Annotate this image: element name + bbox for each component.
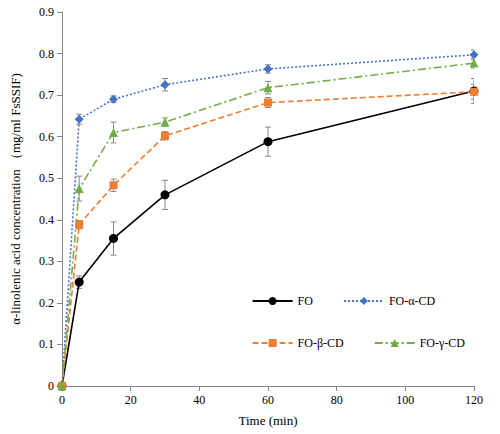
svg-text:120: 120 <box>465 393 483 407</box>
svg-text:0.4: 0.4 <box>39 213 54 227</box>
svg-text:FO-β-CD: FO-β-CD <box>298 336 344 350</box>
svg-text:Time (min): Time (min) <box>238 413 297 428</box>
svg-text:0.1: 0.1 <box>39 337 54 351</box>
svg-text:0.3: 0.3 <box>39 254 54 268</box>
svg-text:FO-γ-CD: FO-γ-CD <box>420 336 466 350</box>
svg-text:60: 60 <box>262 393 274 407</box>
svg-text:40: 40 <box>193 393 205 407</box>
svg-text:α-linolenic acid concentration: α-linolenic acid concentration （mg/ml Fs… <box>8 73 23 325</box>
svg-text:FO: FO <box>298 294 314 308</box>
svg-text:80: 80 <box>331 393 343 407</box>
svg-text:0.6: 0.6 <box>39 130 54 144</box>
svg-text:0.7: 0.7 <box>39 88 54 102</box>
svg-text:20: 20 <box>125 393 137 407</box>
svg-text:FO-α-CD: FO-α-CD <box>389 294 436 308</box>
svg-text:0.2: 0.2 <box>39 296 54 310</box>
svg-text:0.5: 0.5 <box>39 171 54 185</box>
svg-text:0: 0 <box>59 393 65 407</box>
svg-text:0.8: 0.8 <box>39 47 54 61</box>
svg-text:0: 0 <box>48 379 54 393</box>
svg-text:100: 100 <box>396 393 414 407</box>
svg-text:0.9: 0.9 <box>39 5 54 19</box>
